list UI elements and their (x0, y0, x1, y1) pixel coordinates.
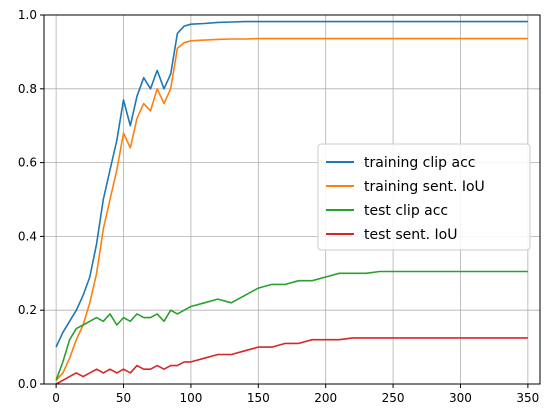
series-lines (55, 20, 528, 385)
legend: training clip acc training sent. IoU test … (317, 143, 531, 251)
x-tick-label: 0 (52, 391, 60, 405)
y-tick-label: 0.2 (18, 303, 37, 317)
x-tick-label: 300 (449, 391, 472, 405)
axis-ticks: 0 50 100 150 200 250 300 350 0.0 0.2 0.4 0.6 0.8 1.0 (18, 8, 539, 405)
y-tick-label: 0.8 (18, 82, 37, 96)
x-tick-label: 200 (314, 391, 337, 405)
y-tick-label: 0.0 (18, 377, 37, 391)
x-tick-label: 250 (382, 391, 405, 405)
legend-entry: test sent. IoU (364, 227, 457, 243)
series-line-1 (55, 37, 528, 381)
y-tick-label: 0.4 (18, 229, 37, 243)
x-tick-label: 350 (516, 391, 539, 405)
series-line-2 (55, 270, 528, 381)
legend-box (317, 143, 531, 251)
legend-entry: training sent. IoU (364, 179, 485, 195)
x-tick-label: 150 (247, 391, 270, 405)
x-tick-label: 50 (116, 391, 131, 405)
legend-entry: test clip acc (364, 203, 448, 219)
plot-frame (43, 14, 541, 385)
x-tick-label: 100 (179, 391, 202, 405)
series-line-0 (55, 20, 528, 348)
y-tick-label: 1.0 (18, 8, 37, 22)
legend-entry: training clip acc (364, 155, 475, 171)
y-tick-label: 0.6 (18, 156, 37, 170)
series-line-3 (55, 337, 528, 385)
